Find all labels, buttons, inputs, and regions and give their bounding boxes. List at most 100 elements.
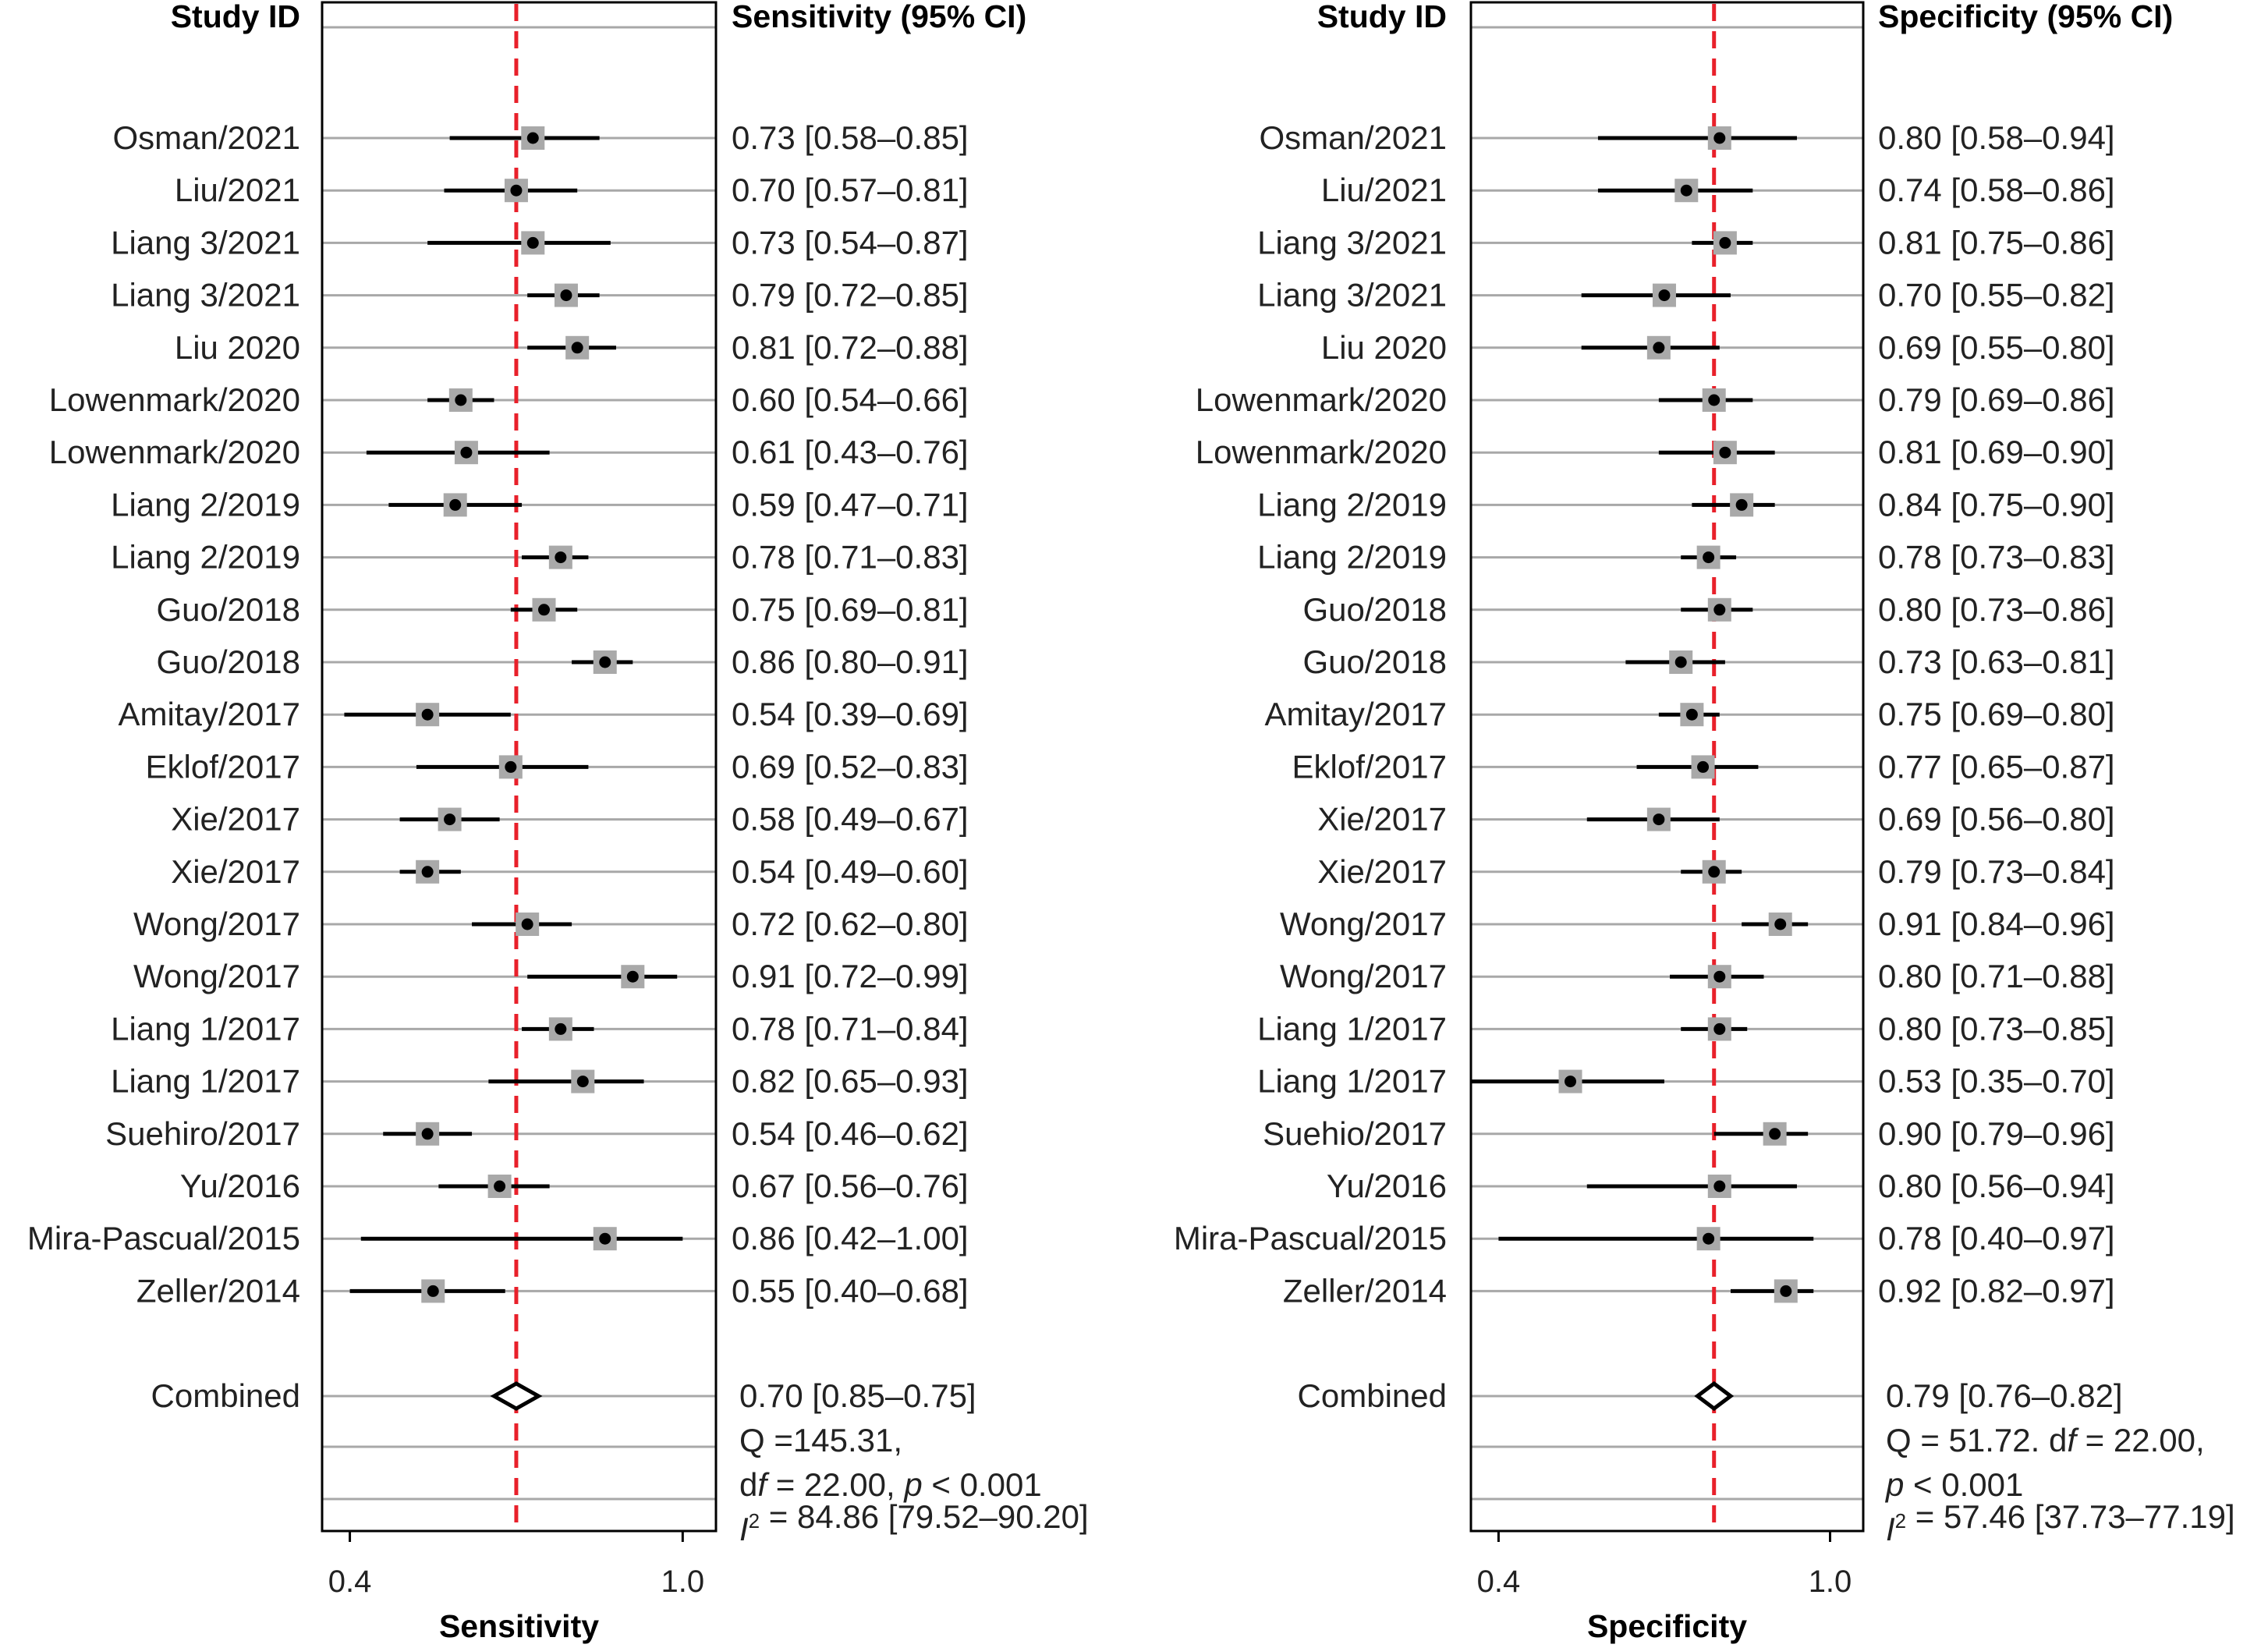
estimate-ci-text: 0.54 [0.39–0.69]	[732, 696, 969, 732]
combined-diamond	[1694, 1380, 1735, 1412]
estimate-ci-text: 0.80 [0.73–0.86]	[1878, 591, 2115, 628]
plot-frame	[321, 1, 718, 1533]
combined-stat-line: df = 22.00, p < 0.001	[739, 1466, 1042, 1503]
study-label: Liu 2020	[175, 329, 300, 366]
point-estimate	[421, 866, 434, 878]
study-label: Liang 3/2021	[111, 224, 300, 260]
estimate-ci-text: 0.67 [0.56–0.76]	[732, 1168, 969, 1204]
study-label: Guo/2018	[1303, 643, 1448, 680]
estimate-ci-text: 0.91 [0.72–0.99]	[732, 958, 969, 994]
point-estimate	[1735, 498, 1748, 511]
sensitivity-panel: Study ID Sensitivity (95% CI) Osman/2021 0.…	[27, 0, 1089, 1644]
estimate-ci-text: 0.69 [0.55–0.80]	[1878, 329, 2115, 366]
study-label: Wong/2017	[1280, 958, 1447, 994]
study-label: Lowenmark/2020	[1196, 381, 1447, 418]
point-estimate	[1713, 604, 1726, 616]
estimate-ci-text: 0.53 [0.35–0.70]	[1878, 1063, 2115, 1100]
combined-stat-line: 0.70 [0.85–0.75]	[739, 1377, 976, 1414]
point-estimate	[1713, 1022, 1726, 1035]
point-estimate	[460, 446, 473, 459]
point-estimate	[1713, 970, 1726, 983]
x-axis-title: Specificity	[1587, 1608, 1747, 1644]
combined-stat-line: I2 = 84.86 [79.52–90.20]	[739, 1498, 1089, 1547]
estimate-ci-text: 0.58 [0.49–0.67]	[732, 801, 969, 838]
point-estimate	[1708, 866, 1720, 878]
study-label: Guo/2018	[1303, 591, 1448, 628]
x-axis-title: Sensitivity	[439, 1608, 599, 1644]
combined-stat-line: Q = 51.72. df = 22.00,	[1886, 1422, 2205, 1458]
estimate-ci-text: 0.69 [0.52–0.83]	[732, 748, 969, 785]
estimate-ci-text: 0.80 [0.71–0.88]	[1878, 958, 2115, 994]
combined-label: Combined	[1298, 1377, 1447, 1414]
estimate-ci-text: 0.73 [0.63–0.81]	[1878, 643, 2115, 680]
estimate-ci-text: 0.54 [0.46–0.62]	[732, 1115, 969, 1152]
point-estimate	[1565, 1076, 1577, 1088]
estimate-ci-text: 0.54 [0.49–0.60]	[732, 853, 969, 890]
study-label: Zeller/2014	[1283, 1272, 1447, 1309]
study-label: Liu 2020	[1321, 329, 1447, 366]
study-label: Liang 2/2019	[111, 486, 300, 523]
x-tick-label: 1.0	[1809, 1565, 1852, 1599]
study-label: Amitay/2017	[1265, 696, 1447, 732]
estimate-ci-text: 0.61 [0.43–0.76]	[732, 434, 969, 470]
point-estimate	[571, 342, 583, 354]
estimate-ci-text: 0.73 [0.58–0.85]	[732, 119, 969, 156]
study-label: Liang 1/2017	[111, 1010, 300, 1047]
point-estimate	[521, 918, 533, 930]
study-label: Lowenmark/2020	[49, 381, 300, 418]
estimate-ci-text: 0.80 [0.73–0.85]	[1878, 1010, 2115, 1047]
estimate-ci-text: 0.60 [0.54–0.66]	[732, 381, 969, 418]
point-estimate	[555, 1022, 567, 1035]
estimate-ci-text: 0.75 [0.69–0.80]	[1878, 696, 2115, 732]
combined-stat-line: I2 = 57.46 [37.73–77.19]	[1886, 1498, 2235, 1547]
point-estimate	[1713, 132, 1726, 144]
point-estimate	[1713, 1180, 1726, 1193]
point-estimate	[538, 604, 551, 616]
study-label: Amitay/2017	[119, 696, 300, 732]
study-label: Liu/2021	[1321, 172, 1447, 208]
study-label: Xie/2017	[171, 801, 300, 838]
point-estimate	[510, 184, 523, 197]
study-label: Liang 1/2017	[1257, 1010, 1447, 1047]
study-label: Wong/2017	[1280, 906, 1447, 942]
study-label: Xie/2017	[171, 853, 300, 890]
point-estimate	[1653, 813, 1665, 826]
point-estimate	[505, 760, 517, 773]
point-estimate	[555, 551, 567, 564]
combined-stat-line: 0.79 [0.76–0.82]	[1886, 1377, 2123, 1414]
study-label: Xie/2017	[1317, 853, 1447, 890]
point-estimate	[1708, 394, 1720, 406]
study-label: Liang 3/2021	[1257, 277, 1447, 314]
study-label: Liang 2/2019	[1257, 539, 1447, 576]
point-estimate	[1697, 760, 1710, 773]
study-label: Yu/2016	[180, 1168, 300, 1204]
study-label: Zeller/2014	[136, 1272, 300, 1309]
estimate-ci-text: 0.70 [0.57–0.81]	[732, 172, 969, 208]
estimate-ci-text: 0.82 [0.65–0.93]	[732, 1063, 969, 1100]
point-estimate	[1769, 1128, 1781, 1140]
estimate-ci-text: 0.69 [0.56–0.80]	[1878, 801, 2115, 838]
study-label: Osman/2021	[1260, 119, 1447, 156]
combined-diamond	[490, 1381, 543, 1411]
study-label: Yu/2016	[1327, 1168, 1447, 1204]
estimate-ci-text: 0.79 [0.72–0.85]	[732, 277, 969, 314]
study-label: Liang 2/2019	[1257, 486, 1447, 523]
study-id-header: Study ID	[171, 0, 300, 34]
estimate-ci-text: 0.92 [0.82–0.97]	[1878, 1272, 2115, 1309]
point-estimate	[1719, 446, 1731, 459]
point-estimate	[449, 498, 462, 511]
estimate-ci-text: 0.79 [0.69–0.86]	[1878, 381, 2115, 418]
estimate-ci-text: 0.78 [0.71–0.83]	[732, 539, 969, 576]
study-label: Liu/2021	[175, 172, 300, 208]
study-id-header: Study ID	[1317, 0, 1447, 34]
estimate-ci-text: 0.78 [0.71–0.84]	[732, 1010, 969, 1047]
estimate-ci-text: 0.81 [0.72–0.88]	[732, 329, 969, 366]
study-label: Lowenmark/2020	[1196, 434, 1447, 470]
point-estimate	[444, 813, 456, 826]
study-label: Lowenmark/2020	[49, 434, 300, 470]
estimate-ci-text: 0.74 [0.58–0.86]	[1878, 172, 2115, 208]
study-label: Liang 3/2021	[1257, 224, 1447, 260]
study-label: Mira-Pascual/2015	[27, 1220, 300, 1256]
x-tick-label: 0.4	[328, 1565, 372, 1599]
x-tick-label: 0.4	[1477, 1565, 1521, 1599]
